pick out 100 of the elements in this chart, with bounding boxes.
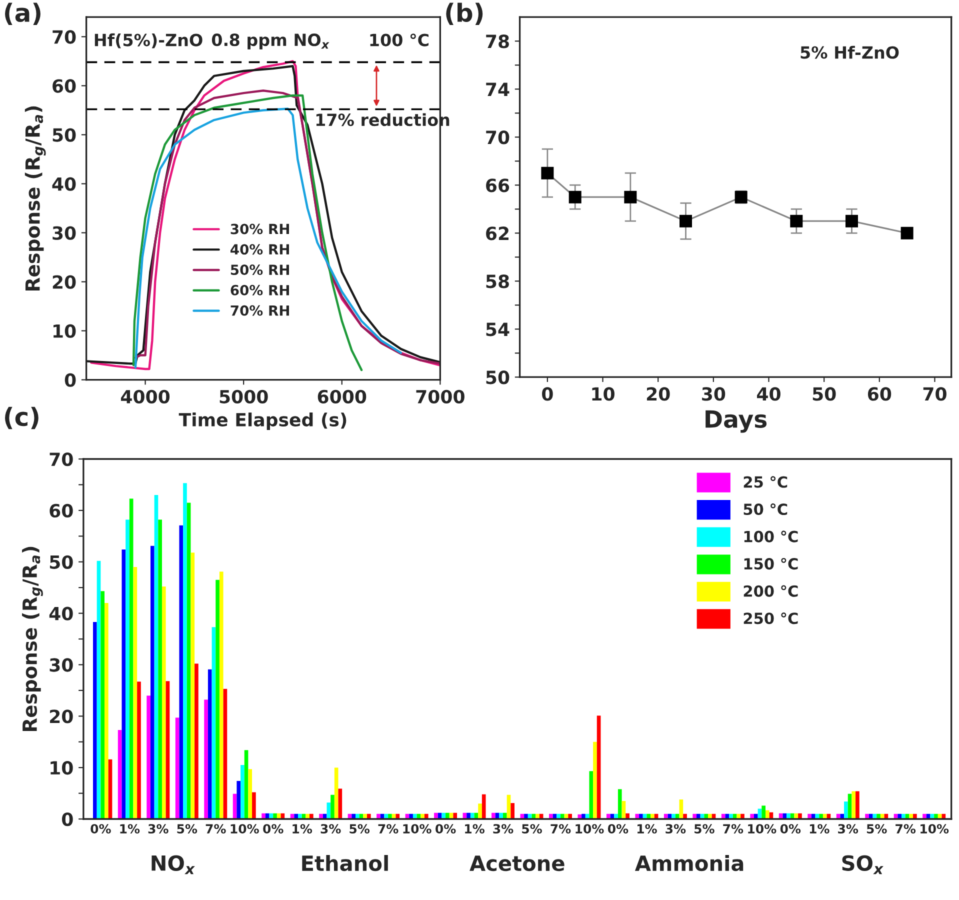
y-axis-title: Response (R$_{g}$/R$_{a}$) bbox=[22, 546, 43, 732]
bar bbox=[186, 502, 191, 819]
bar bbox=[762, 806, 766, 819]
legend-label: 250 °C bbox=[744, 612, 798, 624]
x-tick-label: 70 bbox=[923, 387, 946, 401]
text: SO$_{x}$ bbox=[842, 855, 884, 874]
y-tick-label: 30 bbox=[52, 226, 76, 240]
x-tick-label: 10% bbox=[748, 824, 776, 834]
point bbox=[568, 190, 582, 204]
bar bbox=[158, 520, 162, 819]
bar bbox=[118, 730, 122, 819]
x-tick-label: 3% bbox=[666, 824, 686, 834]
text: Ammonia bbox=[634, 855, 744, 872]
annotation: 100 °C bbox=[370, 34, 428, 46]
point bbox=[624, 190, 637, 204]
bar bbox=[596, 716, 601, 819]
x-tick-label: 10% bbox=[230, 824, 259, 834]
bar bbox=[765, 810, 770, 819]
y-tick-label: 58 bbox=[486, 274, 509, 288]
legend-label: 50% RH bbox=[230, 264, 289, 276]
bar bbox=[244, 750, 248, 819]
legend-label: 25 °C bbox=[744, 476, 788, 488]
legend-label: 50 °C bbox=[744, 503, 788, 516]
bar bbox=[108, 759, 112, 819]
text: NO$_{x}$ bbox=[152, 855, 195, 874]
x-tick-label: 3% bbox=[320, 824, 341, 834]
x-tick-label: 1% bbox=[810, 824, 830, 834]
bar bbox=[856, 791, 860, 819]
bar bbox=[154, 495, 158, 819]
x-tick-label: 5% bbox=[177, 824, 198, 834]
text: Ethanol bbox=[302, 855, 388, 872]
text: (b) bbox=[446, 2, 483, 25]
x-tick-label: 7000 bbox=[416, 390, 464, 404]
x-tick-label: 30 bbox=[702, 387, 726, 401]
bar bbox=[618, 789, 622, 819]
x-tick-label: 1% bbox=[465, 824, 484, 834]
x-tick-label: 60 bbox=[868, 387, 892, 401]
y-tick-label: 20 bbox=[52, 275, 76, 289]
y-tick-label: 20 bbox=[50, 710, 73, 724]
x-tick-label: 7% bbox=[550, 824, 571, 834]
bar bbox=[133, 567, 138, 819]
y-tick-label: 10 bbox=[54, 324, 76, 338]
x-tick-label: 10 bbox=[592, 387, 614, 401]
legend-label: 60% RH bbox=[230, 284, 289, 296]
annotation: 5% Hf-ZnO bbox=[800, 46, 899, 59]
x-tick-label: 7% bbox=[378, 824, 398, 834]
y-tick-label: 70 bbox=[52, 30, 76, 44]
bar bbox=[219, 572, 224, 819]
y-tick-label: 0 bbox=[64, 373, 76, 387]
legend-label: 30% RH bbox=[230, 224, 289, 234]
bar bbox=[122, 550, 126, 819]
y-tick-label: 70 bbox=[50, 452, 73, 466]
bar bbox=[478, 804, 482, 819]
y-tick-label: 66 bbox=[486, 178, 510, 192]
y-tick-label: 60 bbox=[52, 79, 76, 93]
x-tick-label: 20 bbox=[646, 387, 670, 401]
x-tick-label: 5000 bbox=[220, 390, 268, 404]
y-tick-label: 54 bbox=[486, 322, 510, 336]
x-tick-label: 7% bbox=[206, 824, 226, 834]
x-tick-label: 5% bbox=[866, 824, 887, 834]
y-tick-label: 70 bbox=[486, 130, 510, 144]
legend-label: 70% RH bbox=[230, 305, 289, 316]
bar bbox=[844, 802, 848, 819]
x-tick-label: 0 bbox=[542, 387, 553, 401]
x-tick-label: 7% bbox=[723, 824, 744, 834]
x-tick-label: 5% bbox=[350, 824, 370, 834]
legend-label: 100 °C bbox=[744, 530, 798, 542]
annotation: Hf(5%)-ZnO bbox=[94, 33, 202, 48]
y-tick-label: 60 bbox=[50, 504, 73, 518]
x-tick-label: 10% bbox=[403, 824, 432, 834]
bar bbox=[166, 681, 170, 819]
bar bbox=[204, 700, 208, 819]
bar bbox=[129, 498, 134, 819]
x-tick-label: 3% bbox=[148, 824, 168, 834]
bar bbox=[593, 742, 597, 819]
x-tick-label: 0% bbox=[263, 824, 284, 834]
bar bbox=[482, 794, 486, 819]
point bbox=[900, 226, 914, 240]
y-tick-label: 40 bbox=[52, 177, 76, 191]
bar bbox=[183, 483, 187, 819]
x-tick-label: 1% bbox=[638, 824, 657, 834]
bar bbox=[510, 803, 515, 819]
bar bbox=[223, 688, 228, 819]
legend-label: 200 °C bbox=[744, 585, 798, 597]
bar bbox=[212, 627, 216, 819]
point bbox=[680, 214, 692, 228]
y-tick-label: 74 bbox=[486, 82, 510, 96]
bar bbox=[208, 669, 212, 819]
bar bbox=[126, 520, 130, 819]
bar bbox=[240, 765, 244, 819]
x-tick-label: 0% bbox=[90, 824, 111, 834]
bar bbox=[179, 525, 184, 819]
bar bbox=[175, 718, 180, 819]
text: Acetone bbox=[470, 856, 564, 872]
x-tick-label: 1% bbox=[120, 824, 140, 834]
bar bbox=[216, 580, 220, 819]
y-tick-label: 50 bbox=[486, 370, 510, 384]
bar bbox=[146, 696, 150, 819]
y-tick-label: 78 bbox=[486, 34, 509, 48]
annotation: 0.8 ppm NO$_{x}$ bbox=[212, 34, 330, 50]
